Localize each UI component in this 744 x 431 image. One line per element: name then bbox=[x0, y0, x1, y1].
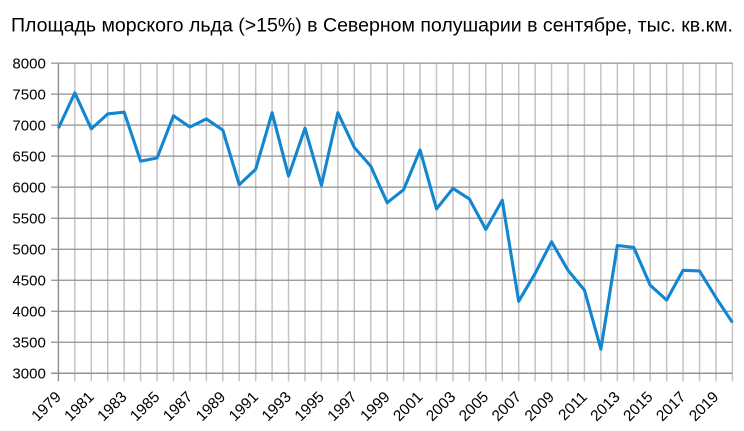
svg-text:7000: 7000 bbox=[12, 118, 45, 135]
svg-text:8000: 8000 bbox=[12, 56, 45, 73]
svg-text:6500: 6500 bbox=[12, 149, 45, 166]
svg-text:5000: 5000 bbox=[12, 242, 45, 259]
svg-text:4000: 4000 bbox=[12, 304, 45, 321]
svg-text:4500: 4500 bbox=[12, 273, 45, 290]
svg-text:5500: 5500 bbox=[12, 211, 45, 228]
svg-text:Площадь морского льда (>15%) в: Площадь морского льда (>15%) в Северном … bbox=[11, 15, 733, 37]
svg-text:6000: 6000 bbox=[12, 180, 45, 197]
svg-text:3500: 3500 bbox=[12, 335, 45, 352]
svg-text:7500: 7500 bbox=[12, 87, 45, 104]
svg-text:3000: 3000 bbox=[12, 366, 45, 383]
